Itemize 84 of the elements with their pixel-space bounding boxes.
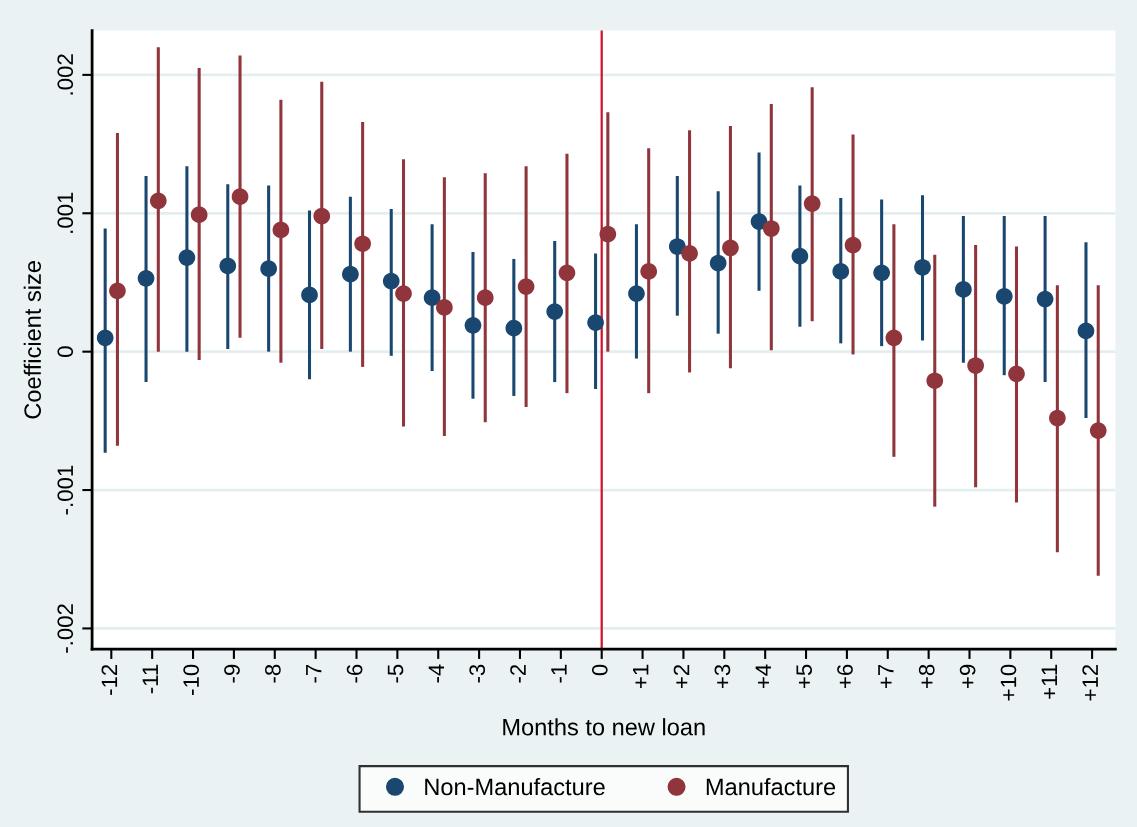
y-axis-title: Coefficient size [23, 261, 42, 419]
y-tick-label: .002 [57, 54, 74, 95]
point [354, 235, 371, 253]
point [395, 285, 412, 302]
x-tick-label: +7 [878, 664, 894, 689]
x-tick-label: -8 [265, 664, 281, 683]
point [885, 329, 903, 347]
point [709, 254, 727, 272]
x-tick-label: -4 [428, 664, 444, 683]
x-tick-label: -5 [387, 664, 404, 683]
y-tick-label: 0 [57, 346, 74, 357]
x-tick-label: +10 [1000, 664, 1017, 701]
point [558, 264, 576, 282]
x-tick-label: +6 [837, 664, 853, 689]
point [668, 238, 686, 255]
y-tick-label: .001 [57, 192, 74, 233]
x-tick-label: -2 [510, 664, 526, 683]
point [436, 299, 453, 316]
y-tick-label: -.001 [57, 465, 74, 515]
point [423, 289, 441, 307]
point [219, 257, 237, 275]
x-tick-label: +11 [1041, 664, 1057, 699]
point [1077, 322, 1095, 340]
x-tick-label: -10 [183, 664, 199, 695]
x-tick-label: +5 [796, 664, 812, 689]
point [914, 258, 931, 276]
point [260, 260, 277, 277]
point [832, 263, 850, 280]
x-tick-label: +12 [1082, 664, 1098, 701]
point [1008, 365, 1025, 383]
x-tick-label: -12 [101, 664, 118, 695]
x-axis-title: Months to new loan [503, 718, 705, 736]
point [464, 317, 482, 334]
point [967, 357, 984, 374]
x-tick-label: +9 [959, 664, 976, 689]
point [1089, 422, 1107, 439]
point [1036, 290, 1054, 308]
x-tick-label: 0 [591, 664, 608, 676]
x-tick-label: -6 [346, 664, 363, 683]
x-tick-label: -9 [224, 664, 240, 683]
point [231, 188, 249, 205]
point [382, 272, 400, 290]
point [505, 319, 523, 337]
point [109, 282, 126, 300]
point [342, 265, 359, 283]
point [750, 213, 768, 230]
x-tick-label: +2 [673, 664, 690, 689]
x-tick-label: -11 [142, 664, 158, 694]
point [762, 220, 780, 237]
point [722, 239, 739, 257]
point [546, 303, 564, 320]
point [517, 278, 535, 295]
legend-label: Manufacture [706, 777, 836, 796]
point [178, 249, 196, 266]
point [272, 221, 290, 239]
point [640, 263, 658, 280]
x-tick-label: -3 [469, 664, 486, 683]
x-tick-label: +4 [755, 664, 771, 689]
point [301, 286, 318, 304]
x-tick-label: -7 [306, 664, 322, 683]
point [955, 281, 972, 298]
point [96, 329, 114, 347]
point [995, 287, 1013, 305]
point [599, 225, 617, 243]
x-tick-label: +1 [633, 664, 649, 689]
point [587, 314, 604, 331]
point [149, 192, 167, 210]
point [803, 195, 821, 212]
point [926, 372, 944, 390]
point [873, 264, 890, 282]
point [628, 285, 645, 302]
point [1049, 409, 1066, 427]
legend-label: Non-Manufacture [425, 777, 605, 796]
x-tick-label: +3 [714, 664, 731, 689]
x-tick-label: -1 [551, 664, 567, 683]
point [791, 247, 809, 265]
x-tick-label: +8 [918, 664, 935, 689]
point [137, 269, 155, 287]
point [190, 206, 208, 223]
point [476, 289, 494, 307]
point [313, 207, 331, 225]
point [844, 236, 862, 254]
point [681, 245, 698, 262]
y-tick-label: -.002 [57, 604, 74, 653]
